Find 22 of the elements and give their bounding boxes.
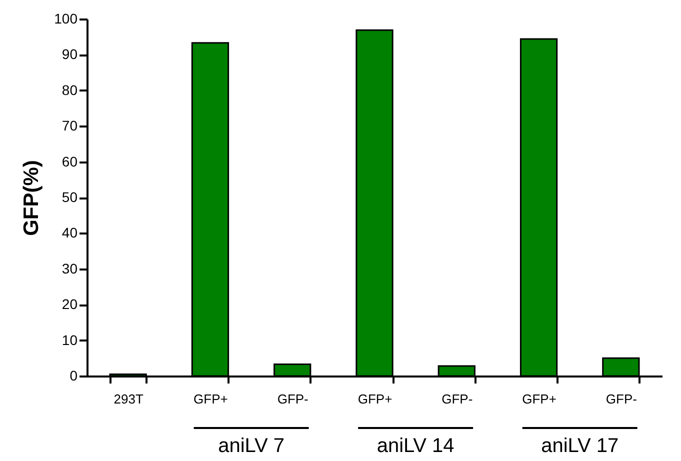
- y-tick-label: 50: [62, 189, 78, 205]
- text: aniLV 7: [218, 435, 284, 457]
- text: aniLV 17: [541, 435, 619, 457]
- y-tick-label: 40: [62, 224, 78, 241]
- y-axis-title: GFP(%): [20, 160, 44, 236]
- y-tick-label: 10: [62, 332, 78, 348]
- x-tick-label: GFP-: [606, 392, 637, 406]
- y-tick-label: 60: [62, 153, 78, 170]
- y-tick-label: 100: [54, 10, 78, 26]
- x-tick-label: GFP-: [277, 392, 308, 406]
- x-tick-label: GFP-: [442, 392, 473, 406]
- x-tick-label: GFP+: [522, 392, 556, 406]
- y-tick-label: 90: [62, 46, 78, 62]
- x-tick-label: GFP+: [194, 392, 228, 406]
- x-tick-label: 293T: [114, 392, 144, 406]
- x-tick-label: GFP+: [358, 392, 392, 406]
- text: aniLV 14: [376, 435, 454, 457]
- y-tick-label: 80: [62, 82, 78, 98]
- y-tick-label: 0: [70, 368, 78, 384]
- y-tick-label: 70: [62, 118, 78, 134]
- y-tick-label: 20: [62, 296, 78, 312]
- y-tick-label: 30: [62, 260, 78, 276]
